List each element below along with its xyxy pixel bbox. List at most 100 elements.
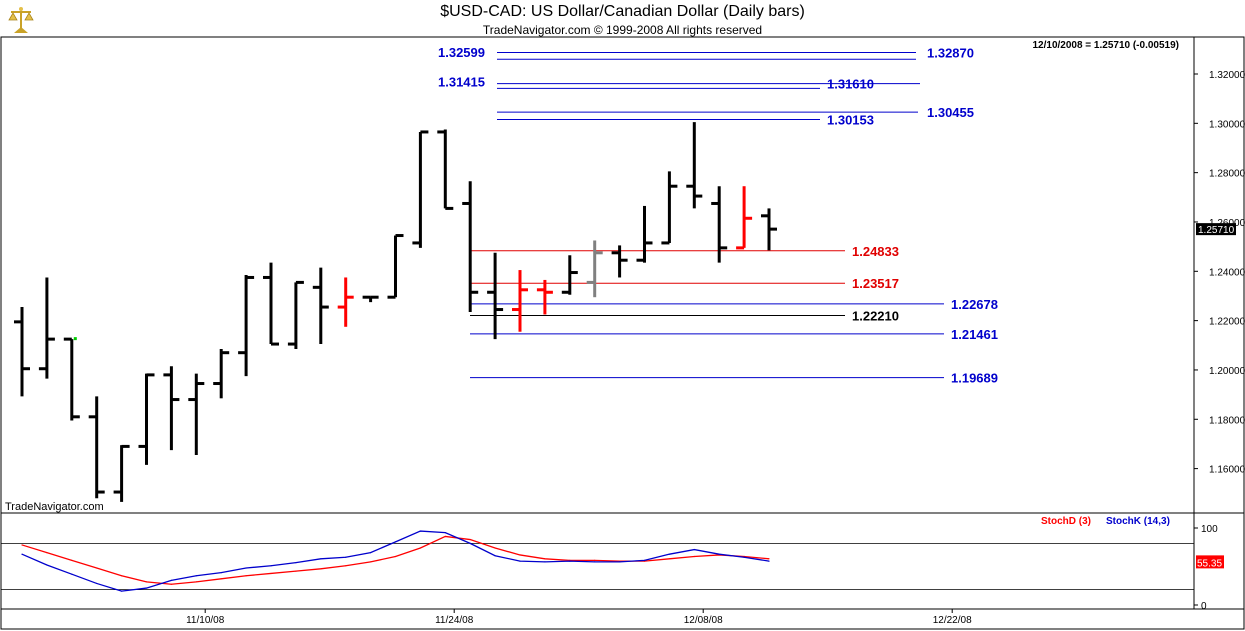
price-tick-label: 1.30000 — [1209, 119, 1245, 130]
level-label: 1.30153 — [827, 113, 874, 128]
stoch-point — [220, 578, 222, 580]
ohlc-bar — [213, 348, 230, 399]
stoch-point — [320, 558, 322, 560]
date-tick-label: 11/24/08 — [435, 615, 474, 626]
legend-stoch-d: StochD (3) — [1041, 516, 1091, 527]
level-label: 1.19689 — [951, 371, 998, 386]
ohlc-bar — [636, 205, 653, 263]
ohlc-bar — [736, 186, 753, 250]
stoch-point — [320, 568, 322, 570]
date-axis: 11/10/08 11/24/08 12/08/08 12/22/08 — [186, 609, 972, 626]
ohlc-bar — [462, 181, 479, 312]
ohlc-bar — [14, 307, 30, 397]
ohlc-bar — [561, 255, 578, 295]
stoch-point — [643, 559, 646, 561]
stoch-point — [768, 558, 770, 560]
level-label: 1.21461 — [951, 327, 998, 342]
stoch-point — [394, 541, 397, 543]
gold-scale-logo-icon — [5, 4, 37, 36]
ohlc-bar — [88, 396, 105, 499]
stoch-point — [768, 560, 770, 562]
level-label: 1.31610 — [827, 77, 874, 92]
level-label: 1.31415 — [438, 74, 485, 89]
stoch-point — [71, 559, 73, 561]
stoch-point — [145, 587, 148, 589]
stoch-point — [668, 558, 671, 560]
ohlc-bar — [387, 234, 404, 299]
stoch-point — [494, 555, 496, 557]
legend-stoch-k: StochK (14,3) — [1106, 516, 1170, 527]
stoch-point — [494, 547, 496, 549]
ohlc-bar — [138, 373, 155, 465]
ohlc-bar — [661, 171, 678, 245]
ohlc-bar — [238, 275, 255, 377]
stoch-point — [220, 572, 222, 574]
ohlc-bar — [287, 280, 304, 349]
ohlc-bar — [536, 279, 553, 315]
stoch-point — [145, 581, 148, 583]
price-tick-label: 1.22000 — [1209, 317, 1245, 328]
stochastic-panel: 0 100 55.35 — [1, 524, 1224, 612]
stoch-tick-label: 0 — [1201, 601, 1207, 612]
ohlc-bar — [113, 444, 130, 502]
stoch-point — [469, 542, 471, 545]
ohlc-bar — [761, 208, 777, 251]
price-tick-label: 1.20000 — [1209, 366, 1245, 377]
stoch-point — [270, 572, 272, 575]
ohlc-bar — [512, 270, 528, 332]
ohlc-bar — [586, 240, 603, 298]
ohlc-bar — [487, 252, 504, 340]
stoch-point — [693, 555, 695, 558]
ohlc-bar — [188, 373, 205, 456]
ohlc-bar — [362, 295, 379, 303]
stoch-point — [668, 553, 671, 555]
stoch-tick-label: 100 — [1201, 524, 1218, 535]
price-panel: 1.160001.180001.200001.220001.240001.260… — [14, 45, 1245, 502]
date-tick-label: 12/22/08 — [933, 615, 972, 626]
last-price-tag-label: 1.25710 — [1198, 225, 1235, 236]
price-tick-label: 1.32000 — [1209, 70, 1245, 81]
price-tick-label: 1.18000 — [1209, 415, 1245, 426]
ohlc-bar — [611, 245, 628, 278]
stoch-line-k — [21, 530, 770, 592]
stoch-point — [195, 575, 197, 577]
level-label: 1.22210 — [852, 308, 899, 323]
stoch-point — [594, 559, 596, 561]
stoch-point — [270, 565, 272, 567]
level-label: 1.32599 — [438, 45, 485, 60]
stoch-point — [743, 556, 745, 558]
ohlc-bar — [312, 267, 329, 345]
stoch-point — [21, 544, 23, 546]
stoch-last-tag — [1196, 555, 1224, 569]
ohlc-bar — [337, 277, 354, 327]
stoch-point — [295, 570, 297, 572]
stoch-point — [544, 558, 546, 560]
level-label: 1.22678 — [951, 297, 998, 312]
price-tick-label: 1.16000 — [1209, 465, 1245, 476]
stoch-point — [345, 556, 347, 558]
ohlc-bar — [686, 122, 703, 209]
level-label: 1.32870 — [927, 46, 974, 61]
copyright-subtitle: TradeNavigator.com © 1999-2008 All right… — [482, 23, 763, 37]
stoch-point — [394, 555, 397, 558]
stoch-point — [444, 532, 446, 534]
stoch-point — [519, 560, 521, 562]
level-label: 1.24833 — [852, 244, 899, 259]
stoch-point — [569, 560, 571, 562]
stoch-point — [46, 564, 48, 566]
price-tick-label: 1.28000 — [1209, 169, 1245, 180]
stoch-point — [594, 561, 596, 563]
ohlc-bar — [412, 130, 429, 248]
date-tick-label: 11/10/08 — [186, 615, 225, 626]
stoch-point — [370, 552, 372, 554]
stoch-point — [170, 579, 172, 581]
price-tick-label: 1.24000 — [1209, 267, 1245, 278]
stoch-point — [469, 538, 471, 541]
green-marker — [73, 337, 77, 341]
ohlc-bar — [711, 186, 728, 263]
date-tick-label: 12/08/08 — [684, 615, 723, 626]
stoch-point — [96, 567, 98, 569]
stoch-point — [121, 575, 123, 577]
